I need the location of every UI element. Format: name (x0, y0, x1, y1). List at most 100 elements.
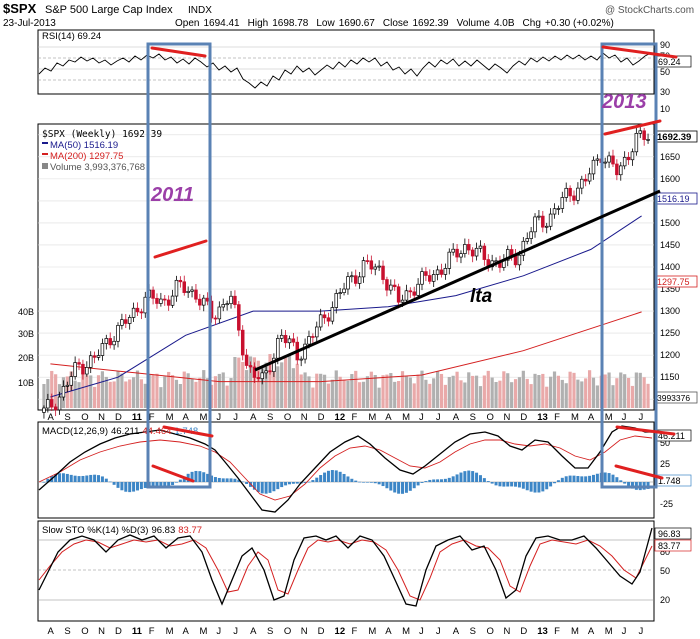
volume-bar (96, 375, 101, 408)
rsi-line (38, 52, 652, 89)
macd-hist-bar (210, 475, 214, 482)
macd-hist-bar (245, 482, 249, 484)
macd-divergence-2011 (162, 425, 214, 438)
macd-hist-bar (436, 479, 440, 482)
volume-bar (190, 378, 194, 408)
volume-bar (556, 375, 561, 408)
x-axis-month-label: A (453, 626, 460, 637)
macd-hist-bar (77, 476, 81, 482)
volume-bar (311, 387, 315, 408)
candle-body (396, 286, 401, 303)
macd-hist-bar (194, 470, 198, 482)
ma50-line (50, 215, 642, 398)
volume-bar (89, 375, 93, 408)
sto-label: Slow STO %K(14) %D(3) 96.83 83.77 (42, 525, 202, 536)
exchange-label: INDX (188, 5, 212, 16)
volume-bar (248, 356, 253, 408)
macd-hist-bar (54, 474, 58, 482)
x-axis-month-label: D (115, 412, 122, 423)
volume-bar (443, 384, 447, 408)
volume-label: Volume (457, 18, 491, 29)
sto-d-badge-text: 83.77 (658, 541, 681, 551)
candle-body (548, 213, 553, 227)
volume-bar (268, 354, 272, 408)
vol-tick-40b: 40B (18, 307, 34, 317)
volume-bar (135, 370, 140, 408)
candle-body (229, 295, 233, 305)
macd-hist-bar (287, 482, 291, 485)
macd-hist-bar (58, 473, 62, 482)
volume-bar (155, 373, 159, 408)
volume-bar (369, 371, 373, 408)
open-label: Open (175, 18, 199, 29)
macd-hist-bar (151, 482, 155, 488)
price-tick-label: 1400 (660, 262, 680, 272)
volume-bar (626, 377, 631, 408)
volume-bar (611, 385, 615, 408)
x-axis-month-label: D (520, 626, 527, 637)
price-divergence-2013 (603, 119, 662, 136)
macd-axis: 50 25 0 -25 (660, 438, 673, 509)
macd-hist-bar (264, 482, 268, 494)
x-axis-month-label: J (216, 412, 221, 423)
x-axis-middle: A S O N D 11 F M A M J J A S O N D 12 F M A M J J A S O N D 13 F M A M J J (47, 412, 643, 423)
candle-body (42, 407, 46, 413)
macd-hist-bar (564, 476, 568, 482)
macd-hist-bar (381, 482, 385, 487)
candle-body (350, 275, 354, 278)
volume-bar (186, 373, 190, 408)
macd-tick-25: 25 (660, 459, 670, 469)
macd-hist-bar (42, 482, 46, 483)
macd-hist-bar (213, 477, 217, 482)
volume-bar (478, 386, 483, 408)
candle-body (330, 307, 335, 322)
macd-label-name: MACD(12,26,9) (42, 426, 108, 437)
macd-hist-bar (510, 482, 514, 487)
candle-body (57, 396, 62, 411)
candle-body (88, 355, 93, 368)
x-axis-month-label: A (47, 626, 54, 637)
candle-body (225, 303, 229, 306)
volume-bar (330, 379, 334, 408)
legend-ma50: MA(50) 1516.19 (50, 140, 118, 151)
sto-k-badge-text: 96.83 (658, 529, 681, 539)
x-axis-month-label: J (419, 626, 424, 637)
x-axis-month-label: M (166, 626, 174, 637)
volume-bar (467, 372, 471, 408)
volume-value: 4.0B (494, 18, 515, 29)
volume-bar (198, 377, 202, 408)
macd-hist-bar (401, 482, 405, 494)
candle-body (346, 276, 350, 290)
macd-hist-bar (451, 476, 455, 482)
volume-bar (459, 380, 463, 408)
macd-hist-bar (607, 473, 611, 482)
candle-body (583, 178, 588, 182)
volume-bar (482, 375, 486, 408)
macd-hist-bar (397, 482, 401, 494)
x-axis-month-label: F (351, 626, 357, 637)
macd-hist-bar (241, 481, 245, 483)
candle-body (170, 295, 175, 306)
macd-hist-bar (132, 482, 136, 492)
volume-bar (209, 384, 214, 408)
price-gridlines (38, 134, 654, 400)
macd-hist-bar (97, 475, 101, 482)
volume-bar (603, 374, 607, 408)
volume-bar (143, 383, 147, 408)
macd-hist-bar (408, 482, 412, 491)
volume-bar (326, 383, 331, 408)
rsi-tick-30: 30 (660, 87, 670, 97)
close-value: 1692.39 (412, 18, 449, 29)
ma50-badge-text: 1516.19 (657, 194, 690, 204)
macd-hist-bar (389, 482, 393, 491)
candle-body (447, 251, 452, 269)
volume-bar (404, 376, 409, 408)
price-legend: $SPX (Weekly) 1692.39 MA(50) 1516.19 MA(… (42, 129, 162, 173)
macd-hist-bar (455, 474, 459, 482)
sto-k-line (38, 527, 653, 607)
macd-hist-bar (155, 482, 159, 488)
price-tick-label: 1150 (660, 372, 679, 382)
x-axis-month-label: J (436, 412, 441, 423)
x-axis-month-label: O (284, 412, 291, 423)
macd-hist-bar (630, 482, 634, 489)
